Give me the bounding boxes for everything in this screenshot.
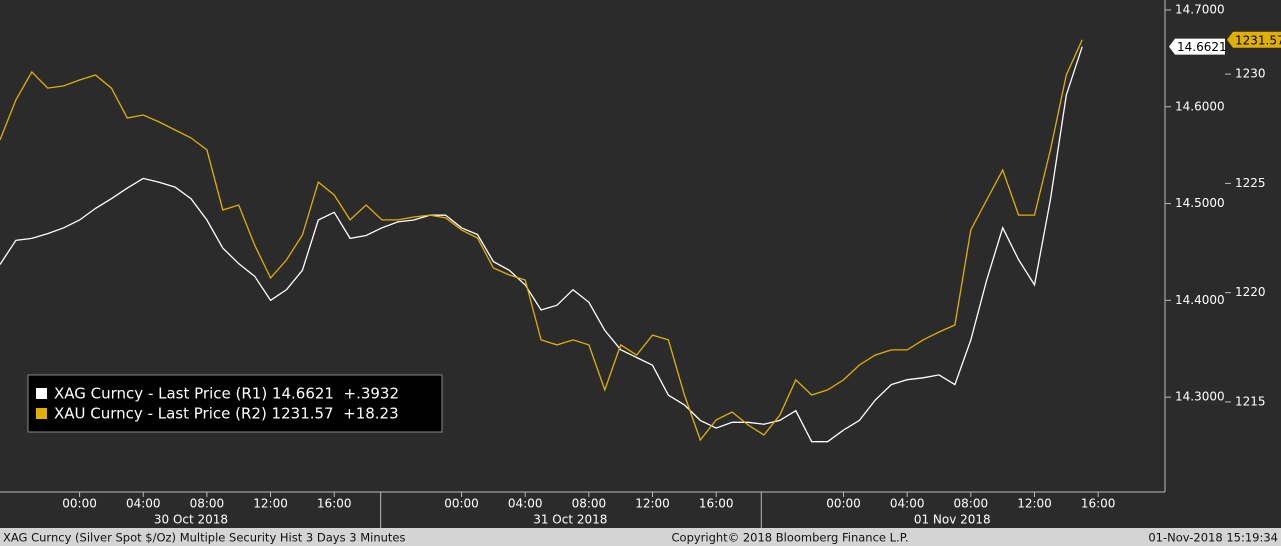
x-tick-label: 08:00	[190, 497, 225, 511]
y-tick-label: 14.7000	[1175, 2, 1225, 16]
x-tick-label: 16:00	[317, 497, 352, 511]
last-value-label: 14.6621	[1177, 40, 1227, 54]
legend-swatch	[36, 388, 47, 399]
x-tick-label: 04:00	[126, 497, 161, 511]
legend-swatch	[36, 408, 47, 419]
legend-label: XAU Curncy - Last Price (R2) 1231.57 +18…	[54, 405, 399, 423]
x-date-label: 31 Oct 2018	[533, 513, 607, 527]
y2-tick-label: 1230	[1235, 67, 1266, 81]
y-tick-label: 14.5000	[1175, 196, 1225, 210]
y2-tick-label: 1225	[1235, 176, 1266, 190]
footer-right: 01-Nov-2018 15:19:34	[1148, 531, 1278, 545]
x-tick-label: 04:00	[508, 497, 543, 511]
x-tick-label: 12:00	[253, 497, 288, 511]
x-tick-label: 00:00	[444, 497, 479, 511]
x-tick-label: 00:00	[826, 497, 861, 511]
x-tick-label: 16:00	[1081, 497, 1116, 511]
last-value-tag	[1169, 38, 1225, 55]
x-tick-label: 00:00	[62, 497, 97, 511]
x-tick-label: 08:00	[572, 497, 607, 511]
x-tick-label: 12:00	[1017, 497, 1052, 511]
x-tick-label: 16:00	[699, 497, 734, 511]
series-line	[0, 46, 1083, 443]
x-tick-label: 08:00	[954, 497, 989, 511]
series-line	[0, 39, 1083, 442]
x-date-label: 01 Nov 2018	[914, 513, 991, 527]
legend-label: XAG Curncy - Last Price (R1) 14.6621 +.3…	[54, 385, 399, 403]
x-tick-label: 04:00	[890, 497, 925, 511]
legend-box	[27, 374, 443, 433]
x-date-label: 30 Oct 2018	[154, 513, 228, 527]
footer-bar	[0, 528, 1281, 546]
y-tick-label: 14.4000	[1175, 293, 1225, 307]
y2-tick-label: 1220	[1235, 285, 1266, 299]
y-tick-label: 14.6000	[1175, 99, 1225, 113]
y2-tick-label: 1215	[1235, 394, 1266, 408]
x-tick-label: 12:00	[635, 497, 670, 511]
last-value-label: 1231.57	[1235, 33, 1281, 47]
last-value-tag	[1227, 31, 1281, 48]
y-tick-label: 14.3000	[1175, 390, 1225, 404]
footer-center: Copyright© 2018 Bloomberg Finance L.P.	[672, 531, 909, 545]
footer-left: XAG Curncy (Silver Spot $/Oz) Multiple S…	[3, 531, 405, 545]
